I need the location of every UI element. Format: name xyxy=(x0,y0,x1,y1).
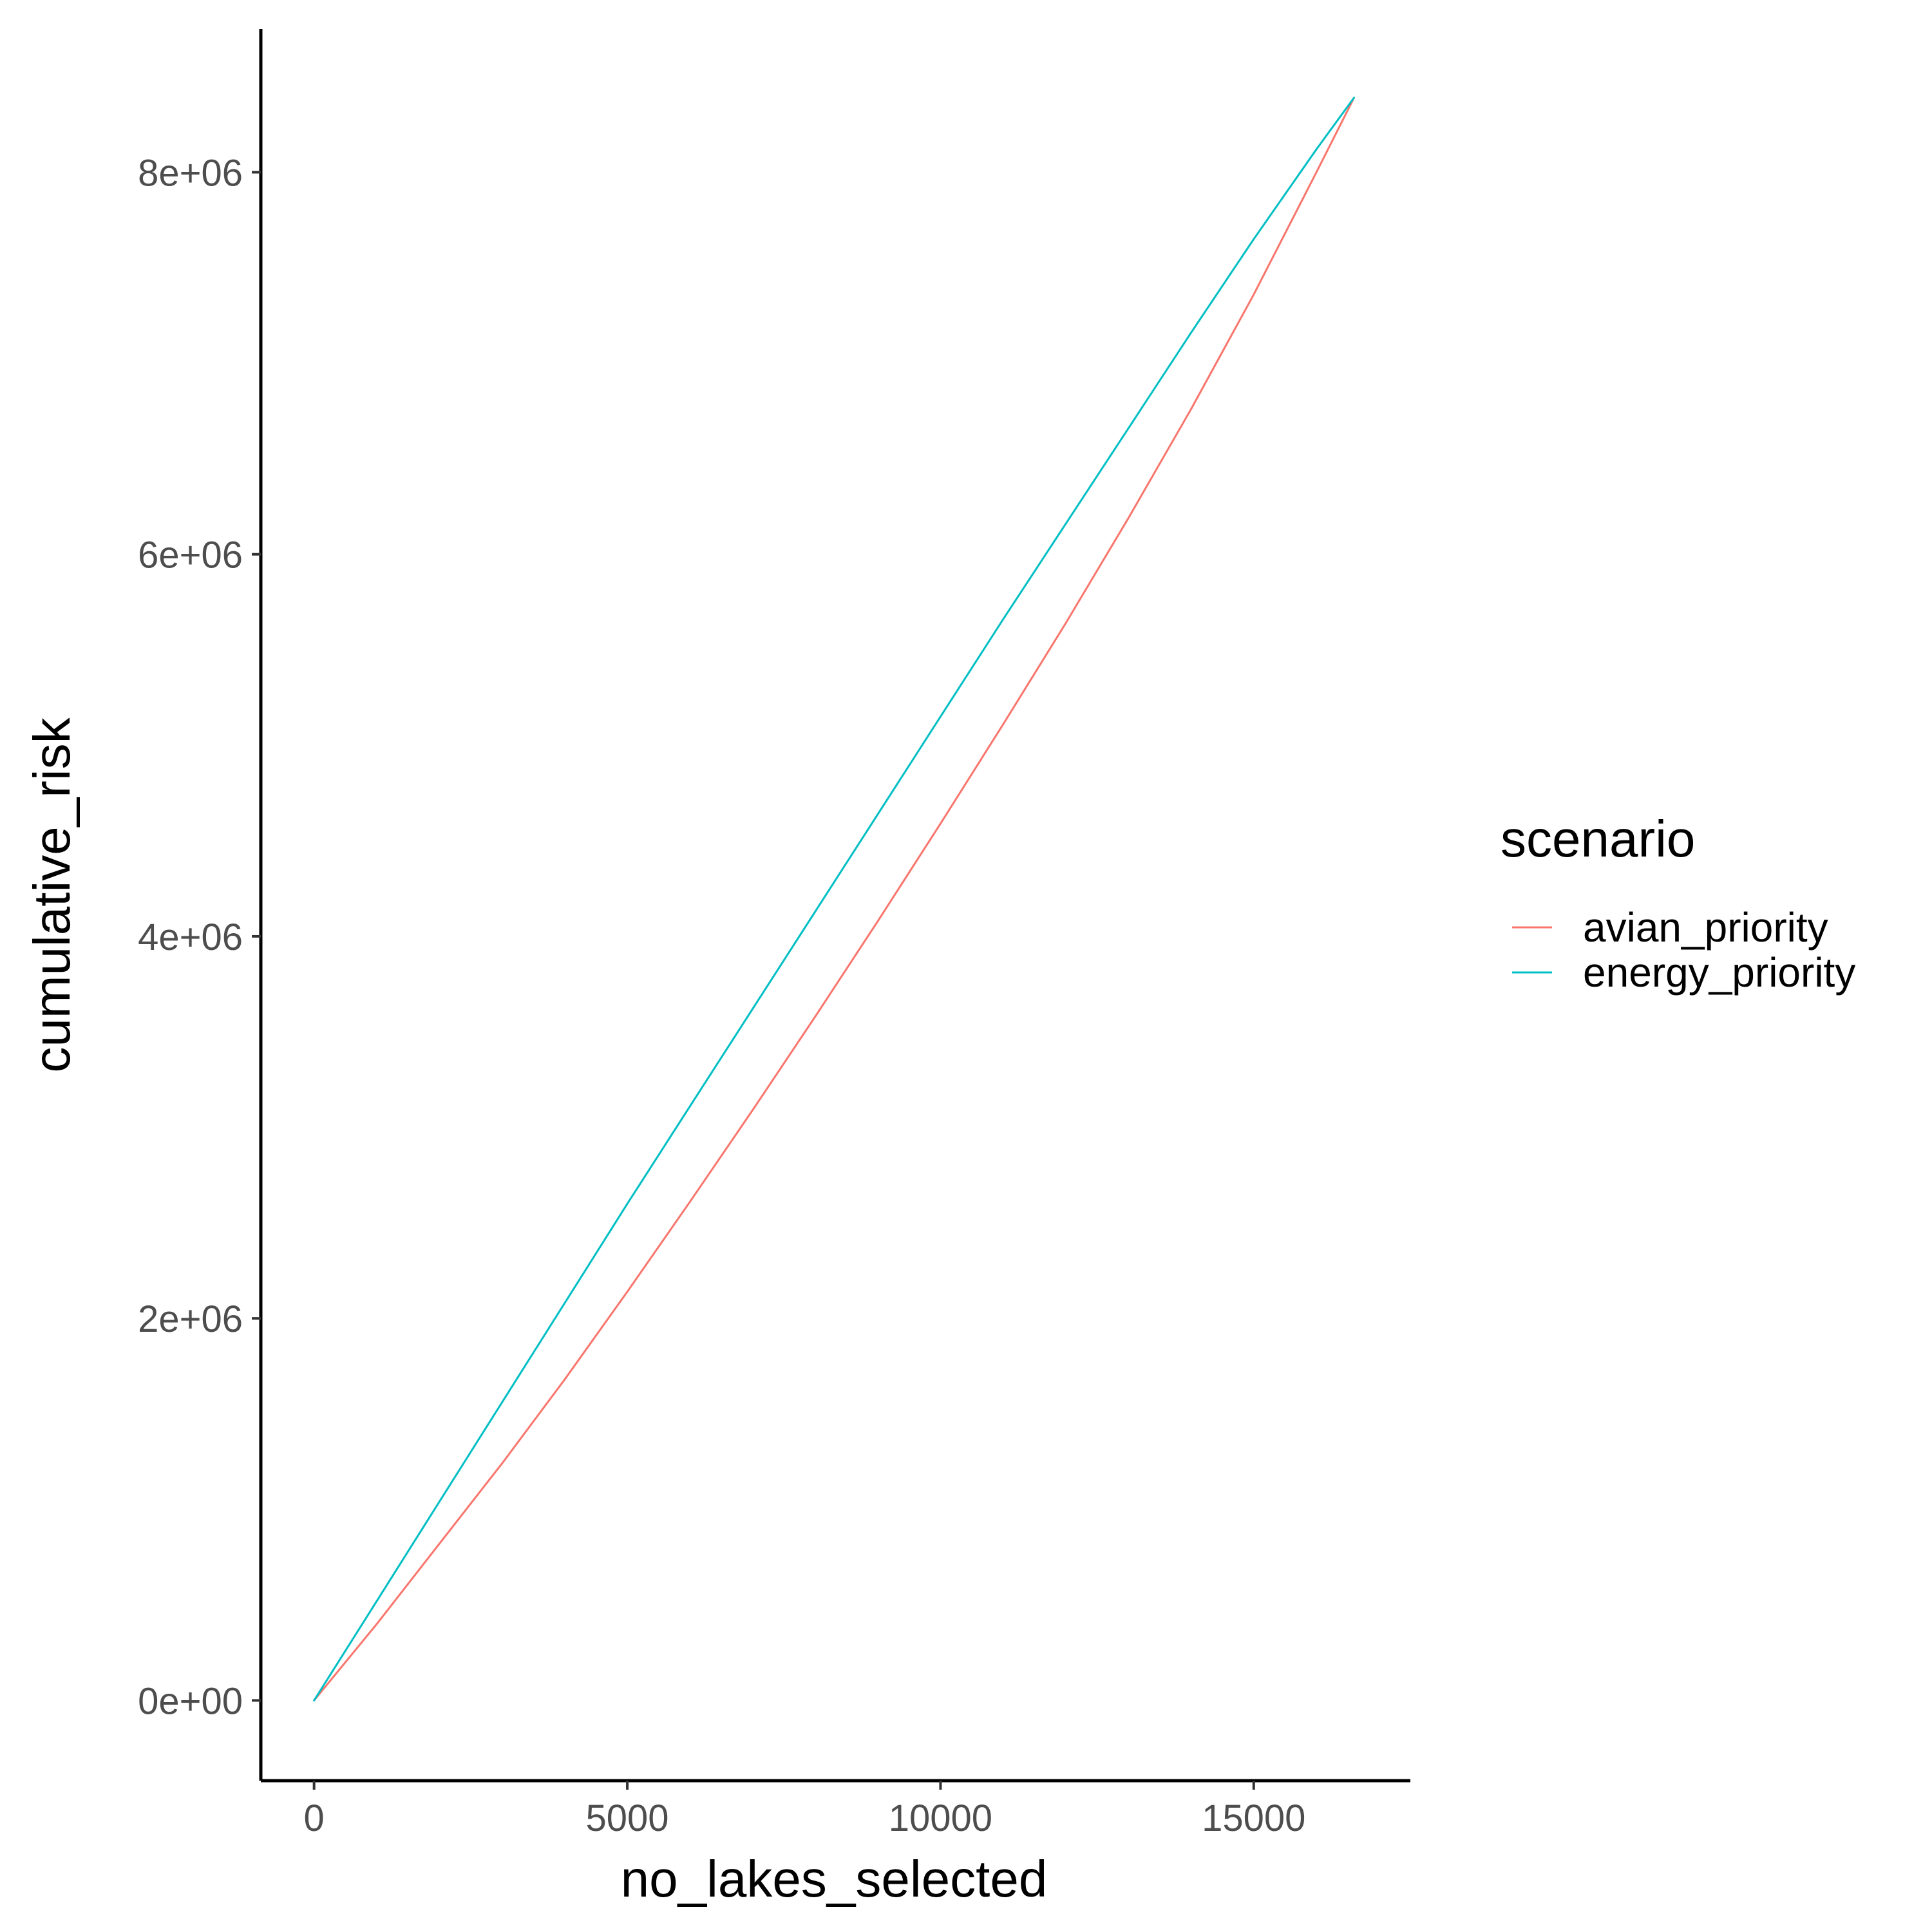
y-tick-label: 6e+06 xyxy=(138,535,243,576)
y-tick-label: 8e+06 xyxy=(138,152,243,194)
x-axis: 0 5000 10000 15000 xyxy=(261,1779,1410,1839)
y-axis-title: cumulative_risk xyxy=(23,717,80,1072)
y-tick-label: 2e+06 xyxy=(138,1298,243,1340)
legend-label-avian-priority: avian_priority xyxy=(1583,904,1828,951)
legend-label-energy-priority: energy_priority xyxy=(1583,949,1855,996)
series-line-energy-priority xyxy=(313,97,1355,1701)
plot-panel xyxy=(313,97,1355,1701)
x-tick-label: 10000 xyxy=(889,1797,992,1839)
y-axis: 0e+00 2e+06 4e+06 6e+06 8e+06 xyxy=(138,29,263,1781)
series-line-avian-priority xyxy=(313,97,1355,1701)
x-axis-title: no_lakes_selected xyxy=(621,1850,1048,1908)
x-tick-label: 15000 xyxy=(1202,1797,1305,1839)
y-tick-label: 0e+00 xyxy=(138,1680,243,1722)
legend-title: scenario xyxy=(1501,810,1695,867)
x-tick-label: 5000 xyxy=(586,1797,669,1839)
y-tick-label: 4e+06 xyxy=(138,916,243,958)
x-tick-label: 0 xyxy=(304,1797,325,1839)
